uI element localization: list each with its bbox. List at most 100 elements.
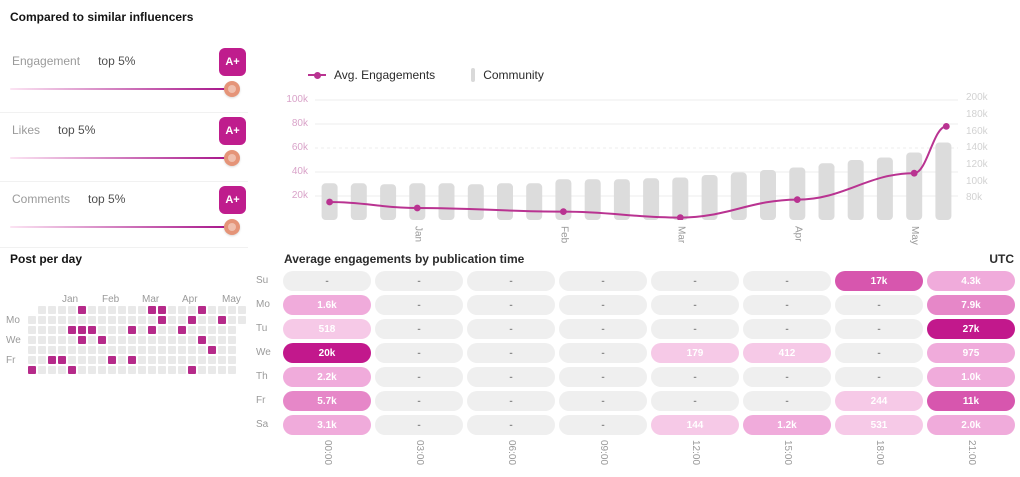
pub-time-cell[interactable]: - (375, 271, 463, 291)
pub-time-cell[interactable]: - (375, 343, 463, 363)
post-day-cell (128, 326, 136, 334)
community-bar[interactable] (380, 184, 397, 220)
community-bar[interactable] (613, 179, 630, 220)
pub-time-cell[interactable]: 975 (927, 343, 1015, 363)
pub-time-cell[interactable]: - (743, 319, 831, 339)
pub-time-cell[interactable]: 27k (927, 319, 1015, 339)
post-day-cell (68, 346, 76, 354)
post-day-cell (228, 326, 236, 334)
pub-time-cell[interactable]: - (467, 367, 555, 387)
pub-time-cell[interactable]: - (835, 367, 923, 387)
community-bar[interactable] (409, 183, 426, 220)
line-point (910, 169, 918, 177)
pub-time-cell[interactable]: - (743, 367, 831, 387)
pub-time-cell[interactable]: - (651, 271, 739, 291)
post-day-cell (198, 306, 206, 314)
community-bar[interactable] (526, 183, 543, 220)
post-day-cell (88, 326, 96, 334)
pub-time-cell[interactable]: 412 (743, 343, 831, 363)
pub-time-cell[interactable]: - (651, 295, 739, 315)
community-bar[interactable] (701, 175, 718, 220)
pub-time-cell[interactable]: 1.0k (927, 367, 1015, 387)
post-day-cell (108, 356, 116, 364)
pub-time-cell[interactable]: - (743, 391, 831, 411)
pub-time-cell[interactable]: 3.1k (283, 415, 371, 435)
pub-time-cell[interactable]: - (651, 391, 739, 411)
pub-time-cell[interactable]: - (467, 391, 555, 411)
pub-time-cell[interactable]: - (651, 319, 739, 339)
pub-time-cell[interactable]: - (835, 343, 923, 363)
pub-time-cell[interactable]: - (467, 415, 555, 435)
community-bar[interactable] (760, 170, 776, 220)
post-day-cell (208, 366, 216, 374)
post-day-cell (58, 316, 66, 324)
pub-time-cell[interactable]: 17k (835, 271, 923, 291)
community-bar[interactable] (847, 160, 864, 220)
pub-time-cell[interactable]: 144 (651, 415, 739, 435)
pub-time-cell[interactable]: 20k (283, 343, 371, 363)
pub-time-cell[interactable]: - (375, 295, 463, 315)
pub-time-cell[interactable]: 7.9k (927, 295, 1015, 315)
pub-time-cell[interactable]: - (467, 271, 555, 291)
pub-time-cell[interactable]: - (375, 391, 463, 411)
community-bar[interactable] (643, 178, 660, 220)
legend-label: Avg. Engagements (334, 68, 436, 82)
pub-time-cell[interactable]: 2.2k (283, 367, 371, 387)
pub-time-cell[interactable]: 1.2k (743, 415, 831, 435)
line-series-icon (308, 71, 326, 79)
community-bar[interactable] (730, 172, 747, 221)
legend-item-avg-engagements[interactable]: Avg. Engagements (308, 68, 435, 82)
pub-time-cell[interactable]: - (559, 415, 647, 435)
community-bar[interactable] (555, 179, 572, 220)
pub-time-cell[interactable]: 2.0k (927, 415, 1015, 435)
pub-time-cell[interactable]: - (559, 319, 647, 339)
community-bar[interactable] (497, 183, 513, 220)
pub-time-cell[interactable]: - (559, 343, 647, 363)
pub-time-cell[interactable]: - (559, 391, 647, 411)
timezone-label: UTC (989, 252, 1014, 266)
pub-time-cell[interactable]: 4.3k (927, 271, 1015, 291)
community-bar[interactable] (672, 177, 689, 221)
pub-time-cell[interactable]: - (467, 319, 555, 339)
community-bar[interactable] (935, 142, 952, 221)
pub-time-cell[interactable]: - (467, 295, 555, 315)
post-day-cell (158, 336, 166, 344)
chart-month-label: Mar (675, 226, 687, 244)
post-day-cell (128, 336, 136, 344)
post-day-cell (88, 356, 96, 364)
post-day-cell (98, 356, 106, 364)
post-day-cell (108, 336, 116, 344)
community-bar[interactable] (467, 184, 484, 220)
pub-time-cell[interactable]: - (835, 319, 923, 339)
community-bar[interactable] (438, 183, 455, 220)
pub-time-cell[interactable]: 531 (835, 415, 923, 435)
pub-time-cell[interactable]: - (743, 295, 831, 315)
pub-time-cell[interactable]: - (559, 271, 647, 291)
pub-time-cell[interactable]: - (559, 295, 647, 315)
pub-time-cell[interactable]: - (467, 343, 555, 363)
calendar-month-label: Feb (102, 294, 120, 305)
metric-block-comments: Comments top 5% A+ (0, 186, 248, 248)
community-bar[interactable] (876, 157, 893, 221)
pub-time-cell[interactable]: - (375, 415, 463, 435)
community-bar[interactable] (584, 179, 601, 220)
pub-time-cell[interactable]: 11k (927, 391, 1015, 411)
community-bar[interactable] (350, 183, 367, 220)
pub-time-cell[interactable]: 179 (651, 343, 739, 363)
pub-time-cell[interactable]: - (375, 367, 463, 387)
pub-time-cell[interactable]: - (835, 295, 923, 315)
legend-item-community[interactable]: Community (471, 68, 544, 82)
pub-time-cell[interactable]: - (283, 271, 371, 291)
community-bar[interactable] (818, 163, 835, 220)
pub-time-cell[interactable]: 518 (283, 319, 371, 339)
pub-time-cell[interactable]: 1.6k (283, 295, 371, 315)
community-bar[interactable] (789, 167, 806, 221)
pub-time-cell[interactable]: 5.7k (283, 391, 371, 411)
pub-time-cell[interactable]: - (651, 367, 739, 387)
pub-time-cell[interactable]: - (375, 319, 463, 339)
pub-time-cell[interactable]: - (559, 367, 647, 387)
pub-time-cell[interactable]: 244 (835, 391, 923, 411)
pub-time-cell[interactable]: - (743, 271, 831, 291)
community-bar[interactable] (906, 152, 923, 221)
post-day-cell (108, 366, 116, 374)
